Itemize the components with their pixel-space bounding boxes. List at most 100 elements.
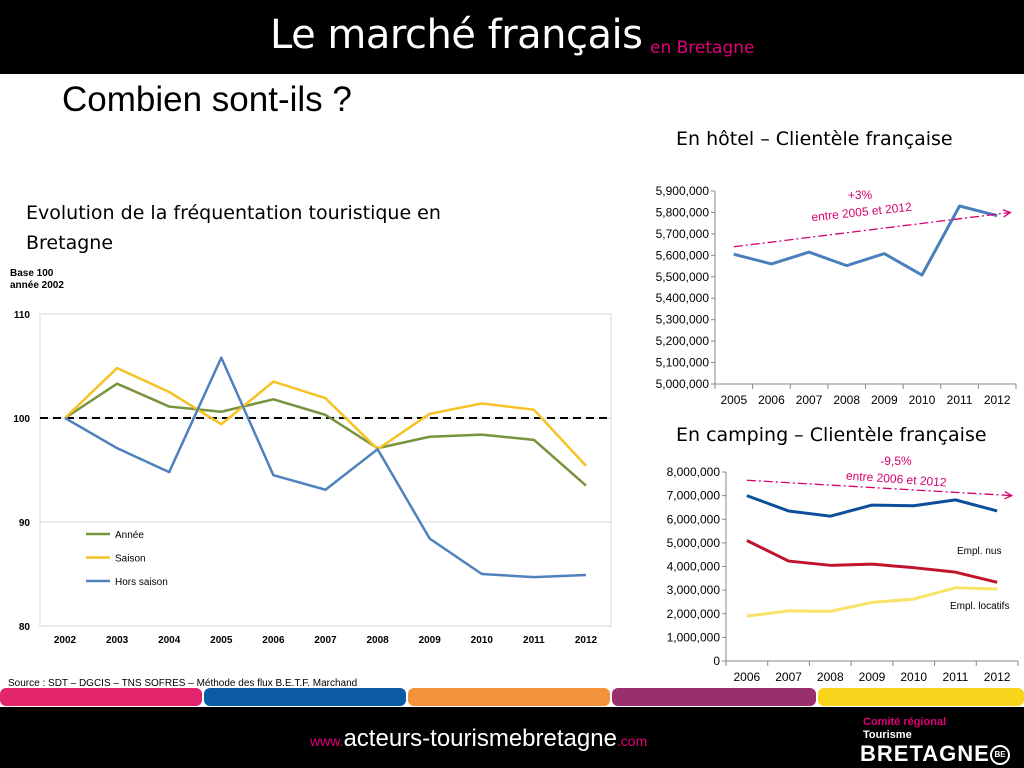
logo-line1: Comité régional — [863, 716, 947, 728]
hotel-series — [733, 204, 998, 277]
y-tick-label: 5,000,000 — [667, 536, 721, 550]
x-tick-label: 2009 — [859, 670, 886, 684]
header-banner: Le marché français en Bretagne — [0, 0, 1024, 74]
camping-chart: 0 1,000,000 2,000,000 3,000,000 4,000,000 5,0… — [667, 454, 1019, 684]
source-note: Source : SDT – DGCIS – TNS SOFRES – Méth… — [8, 678, 358, 689]
main-y-ticks: 80 90 100 110 — [13, 310, 30, 633]
footer-url-main: acteurs-tourismebretagne — [343, 725, 617, 752]
main-series — [64, 356, 587, 579]
header-title: Le marché français — [270, 12, 643, 58]
x-tick-label: 2006 — [758, 393, 785, 407]
main-x-tick-label: 2007 — [314, 635, 337, 646]
hotel-annotation-percent: +3% — [848, 188, 873, 202]
main-series-line-3 — [64, 356, 587, 579]
footer: www.acteurs-tourismebretagne.com Comité … — [0, 707, 1024, 768]
y-tick-label: 5,700,000 — [656, 227, 710, 241]
main-legend-label-2: Saison — [115, 554, 146, 565]
x-tick-label: 2010 — [909, 393, 936, 407]
plot-frame — [39, 313, 612, 627]
x-tick-label: 2007 — [796, 393, 823, 407]
header-subtitle: en Bretagne — [650, 38, 755, 58]
y-tick-label: 0 — [713, 654, 720, 668]
x-tick-label: 2010 — [900, 670, 927, 684]
y-tick-label: 1,000,000 — [667, 630, 721, 644]
y-tick-label: 5,900,000 — [656, 184, 710, 198]
main-x-tick-label: 2006 — [262, 635, 285, 646]
main-x-tick-label: 2012 — [575, 635, 598, 646]
camping-label-empl-locatifs: Empl. locatifs — [950, 601, 1009, 612]
y-tick-label: 7,000,000 — [667, 489, 721, 503]
x-tick-label: 2011 — [947, 393, 973, 407]
main-x-tick-label: 2008 — [366, 635, 389, 646]
camping-y-ticks: 0 1,000,000 2,000,000 3,000,000 4,000,000 5,0… — [667, 465, 726, 668]
main-y-tick-label: 100 — [13, 414, 30, 425]
base-label-line2: année 2002 — [10, 280, 64, 291]
logo-badge: BE — [990, 745, 1010, 765]
color-bar-pink — [0, 688, 202, 706]
y-tick-label: 5,800,000 — [656, 205, 710, 219]
hotel-chart: 5,000,000 5,100,000 5,200,000 5,300,000 5,40… — [656, 184, 1017, 407]
y-tick-label: 5,500,000 — [656, 270, 710, 284]
hotel-chart-title: En hôtel – Clientèle française — [676, 128, 953, 150]
camping-trend-arrowhead — [1004, 491, 1014, 500]
logo-line2: Tourisme — [863, 729, 912, 741]
y-tick-label: 3,000,000 — [667, 583, 721, 597]
hotel-axes — [714, 191, 1016, 385]
main-x-tick-label: 2011 — [523, 635, 545, 646]
hotel-y-ticks: 5,000,000 5,100,000 5,200,000 5,300,000 5,40… — [656, 184, 715, 391]
x-tick-label: 2012 — [984, 670, 1011, 684]
x-tick-label: 2009 — [871, 393, 898, 407]
main-x-tick-label: 2003 — [106, 635, 129, 646]
color-bar-yellow — [818, 688, 1024, 706]
footer-url-prefix: www. — [310, 733, 344, 749]
main-y-tick-label: 80 — [19, 622, 31, 633]
main-legend-label-1: Année — [115, 530, 144, 541]
y-tick-label: 4,000,000 — [667, 560, 721, 574]
hotel-trend-arrow — [733, 211, 1011, 248]
y-tick-label: 5,000,000 — [656, 377, 710, 391]
series-line-2 — [746, 539, 998, 584]
camping-annotation-percent: -9,5% — [880, 454, 912, 468]
main-x-tick-label: 2004 — [158, 635, 181, 646]
x-tick-label: 2007 — [775, 670, 802, 684]
main-series-line-1 — [64, 382, 587, 487]
camping-trend-arrow — [746, 479, 1012, 497]
camping-chart-title: En camping – Clientèle française — [676, 424, 987, 446]
y-tick-label: 6,000,000 — [667, 512, 721, 526]
camping-series — [746, 494, 998, 618]
camping-label-empl-nus: Empl. nus — [957, 546, 1001, 557]
y-tick-label: 5,400,000 — [656, 291, 710, 305]
hotel-x-ticks: 2005 2006 2007 2008 2009 2010 2011 2012 — [714, 384, 1017, 407]
main-x-ticks: 2002 2003 2004 2005 2006 2007 2008 2009 2010 2011… — [54, 635, 598, 646]
main-legend-label-3: Hors saison — [115, 577, 168, 588]
color-bar-orange — [408, 688, 610, 706]
camping-x-ticks: 2006 2007 2008 2009 2010 2011 2012 — [725, 661, 1019, 684]
footer-url[interactable]: www.acteurs-tourismebretagne.com — [310, 725, 647, 753]
y-tick-label: 5,200,000 — [656, 334, 710, 348]
x-tick-label: 2012 — [984, 393, 1011, 407]
camping-axes — [725, 472, 1018, 662]
section-title: Evolution de la fréquentation touristiqu… — [26, 202, 441, 254]
y-tick-label: 5,600,000 — [656, 248, 710, 262]
hotel-annotation-period: entre 2005 et 2012 — [811, 200, 913, 224]
main-y-tick-label: 110 — [14, 310, 31, 321]
page-title: Combien sont-ils ? — [62, 80, 352, 119]
series-line-1 — [746, 494, 998, 518]
bretagne-logo: Comité régional Tourisme BRETAGNE BE — [860, 715, 1020, 766]
x-tick-label: 2006 — [734, 670, 761, 684]
footer-url-suffix: .com — [616, 733, 648, 749]
main-x-tick-label: 2005 — [210, 635, 233, 646]
series-line-3 — [746, 586, 998, 618]
main-x-tick-label: 2009 — [419, 635, 442, 646]
x-tick-label: 2011 — [943, 670, 969, 684]
y-tick-label: 2,000,000 — [667, 607, 721, 621]
series-line-1 — [733, 204, 998, 277]
main-y-tick-label: 90 — [19, 518, 31, 529]
main-x-tick-label: 2010 — [471, 635, 494, 646]
x-tick-label: 2008 — [817, 670, 844, 684]
main-x-tick-label: 2002 — [54, 635, 77, 646]
main-series-line-2 — [64, 366, 587, 467]
x-tick-label: 2008 — [833, 393, 860, 407]
color-bar-blue — [204, 688, 406, 706]
